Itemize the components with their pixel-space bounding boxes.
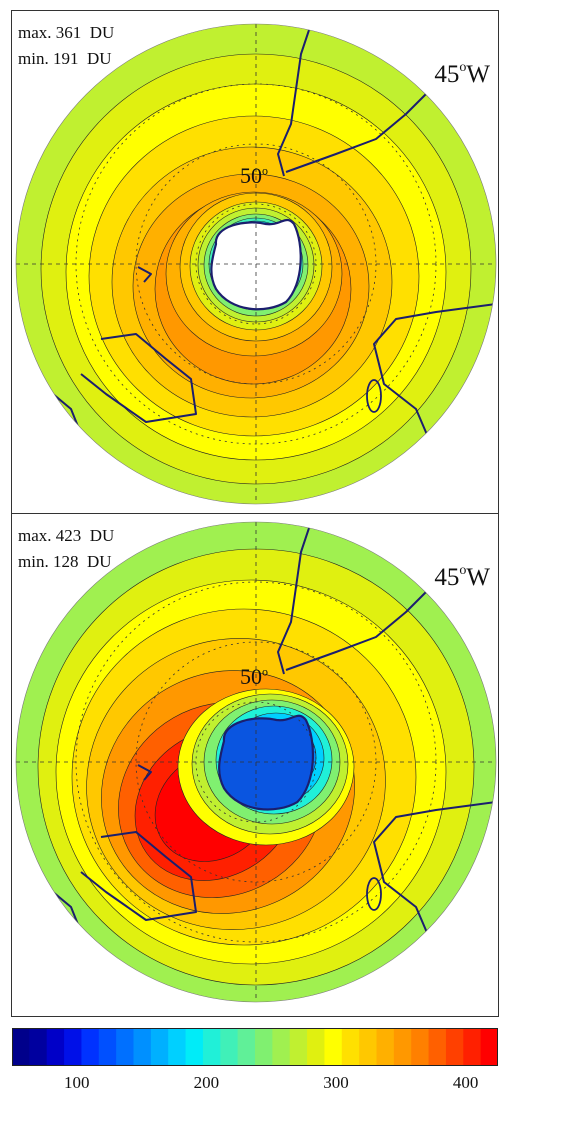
latitude-label: 50o <box>240 664 268 689</box>
colorbar-swatch <box>150 1028 169 1066</box>
colorbar-swatch <box>168 1028 187 1066</box>
colorbar-swatch <box>98 1028 117 1066</box>
polar-map-top <box>15 23 497 505</box>
min-value-label: min. 128 DU <box>18 552 112 571</box>
colorbar-swatch <box>220 1028 239 1066</box>
antarctica-outline <box>218 714 315 811</box>
coastline <box>277 24 312 177</box>
min-value-label: min. 191 DU <box>18 49 112 68</box>
colorbar-swatch <box>289 1028 308 1066</box>
madagascar-outline <box>366 877 382 911</box>
colorbar-swatch <box>64 1028 83 1066</box>
colorbar-swatch <box>480 1028 498 1066</box>
polar-map-bottom <box>15 521 497 1003</box>
colorbar-swatch <box>272 1028 291 1066</box>
colorbar-swatch <box>46 1028 65 1066</box>
colorbar-swatch <box>202 1028 221 1066</box>
colorbar-swatch <box>12 1028 30 1066</box>
coastline <box>80 333 197 423</box>
colorbar-swatch <box>237 1028 256 1066</box>
colorbar-swatch <box>324 1028 343 1066</box>
colorbar-swatch <box>445 1028 464 1066</box>
colorbar-swatch <box>307 1028 326 1066</box>
ozone-map-panel-top: max. 361 DU min. 191 DU 45oW 50o <box>11 10 499 514</box>
colorbar <box>12 1028 498 1066</box>
colorbar-swatch <box>29 1028 48 1066</box>
coastline <box>373 303 496 445</box>
colorbar-swatch <box>133 1028 152 1066</box>
madagascar-outline <box>366 379 382 413</box>
colorbar-tick-label: 400 <box>452 1073 479 1092</box>
ozone-map-panel-bottom: max. 423 DU min. 128 DU 45oW 50o <box>11 513 499 1017</box>
colorbar-tick-label: 100 <box>64 1073 90 1092</box>
colorbar-swatch <box>428 1028 447 1066</box>
colorbar-swatch <box>359 1028 378 1066</box>
longitude-label: 45oW <box>434 59 490 88</box>
coastline <box>373 801 496 943</box>
coastline <box>277 522 312 675</box>
colorbar-swatch <box>81 1028 100 1066</box>
coastline <box>80 831 197 921</box>
colorbar-swatch <box>185 1028 204 1066</box>
longitude-label: 45oW <box>434 562 490 591</box>
coastline <box>137 764 152 781</box>
map-boundary <box>15 23 497 505</box>
colorbar-tick-label: 200 <box>193 1073 220 1092</box>
latitude-label: 50o <box>240 163 268 188</box>
colorbar-swatch <box>341 1028 360 1066</box>
max-value-label: max. 361 DU <box>18 23 115 42</box>
map-boundary <box>15 521 497 1003</box>
colorbar-tick-label: 300 <box>323 1073 349 1092</box>
colorbar-swatch <box>411 1028 430 1066</box>
colorbar-swatch <box>116 1028 135 1066</box>
colorbar-swatch <box>463 1028 482 1066</box>
max-value-label: max. 423 DU <box>18 526 115 545</box>
colorbar-swatch <box>255 1028 273 1066</box>
colorbar-swatch <box>376 1028 395 1066</box>
coastline <box>137 266 152 283</box>
colorbar-swatch <box>393 1028 412 1066</box>
